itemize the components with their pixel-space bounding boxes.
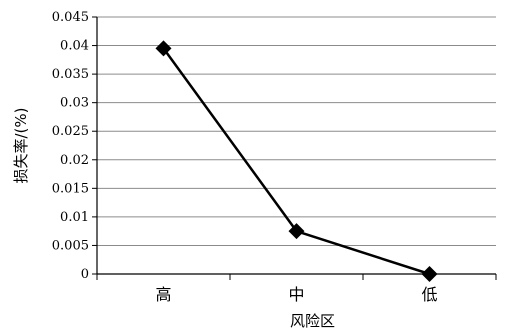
y-axis-title: 损失率/(%) [12, 107, 30, 183]
x-tick-label: 中 [288, 285, 304, 304]
axes [92, 16, 497, 280]
y-tick-label: 0.04 [60, 39, 89, 54]
gridlines [97, 16, 496, 246]
data-point [155, 40, 172, 57]
y-tick-label: 0.005 [52, 238, 89, 253]
y-tick-label: 0.015 [52, 181, 89, 196]
y-tick-label: 0.025 [52, 124, 89, 139]
data-point [288, 223, 305, 240]
y-tick-label: 0.035 [52, 67, 89, 82]
y-tick-label: 0.03 [60, 96, 89, 111]
y-tick-label: 0 [81, 267, 89, 282]
x-tick-label: 高 [155, 285, 171, 304]
y-tick-label: 0.02 [60, 153, 89, 168]
x-tick-labels: 高中低 [155, 285, 437, 304]
series [155, 40, 438, 282]
series-line [162, 47, 430, 276]
data-point [421, 266, 438, 282]
y-tick-label: 0.045 [52, 10, 89, 25]
x-tick-label: 低 [421, 285, 437, 304]
x-axis-title: 风险区 [290, 312, 335, 330]
y-tick-labels: 0 0.005 0.01 0.015 0.02 0.025 0.03 0.035 0.04 0.0… [52, 10, 89, 282]
y-tick-label: 0.01 [60, 210, 89, 225]
